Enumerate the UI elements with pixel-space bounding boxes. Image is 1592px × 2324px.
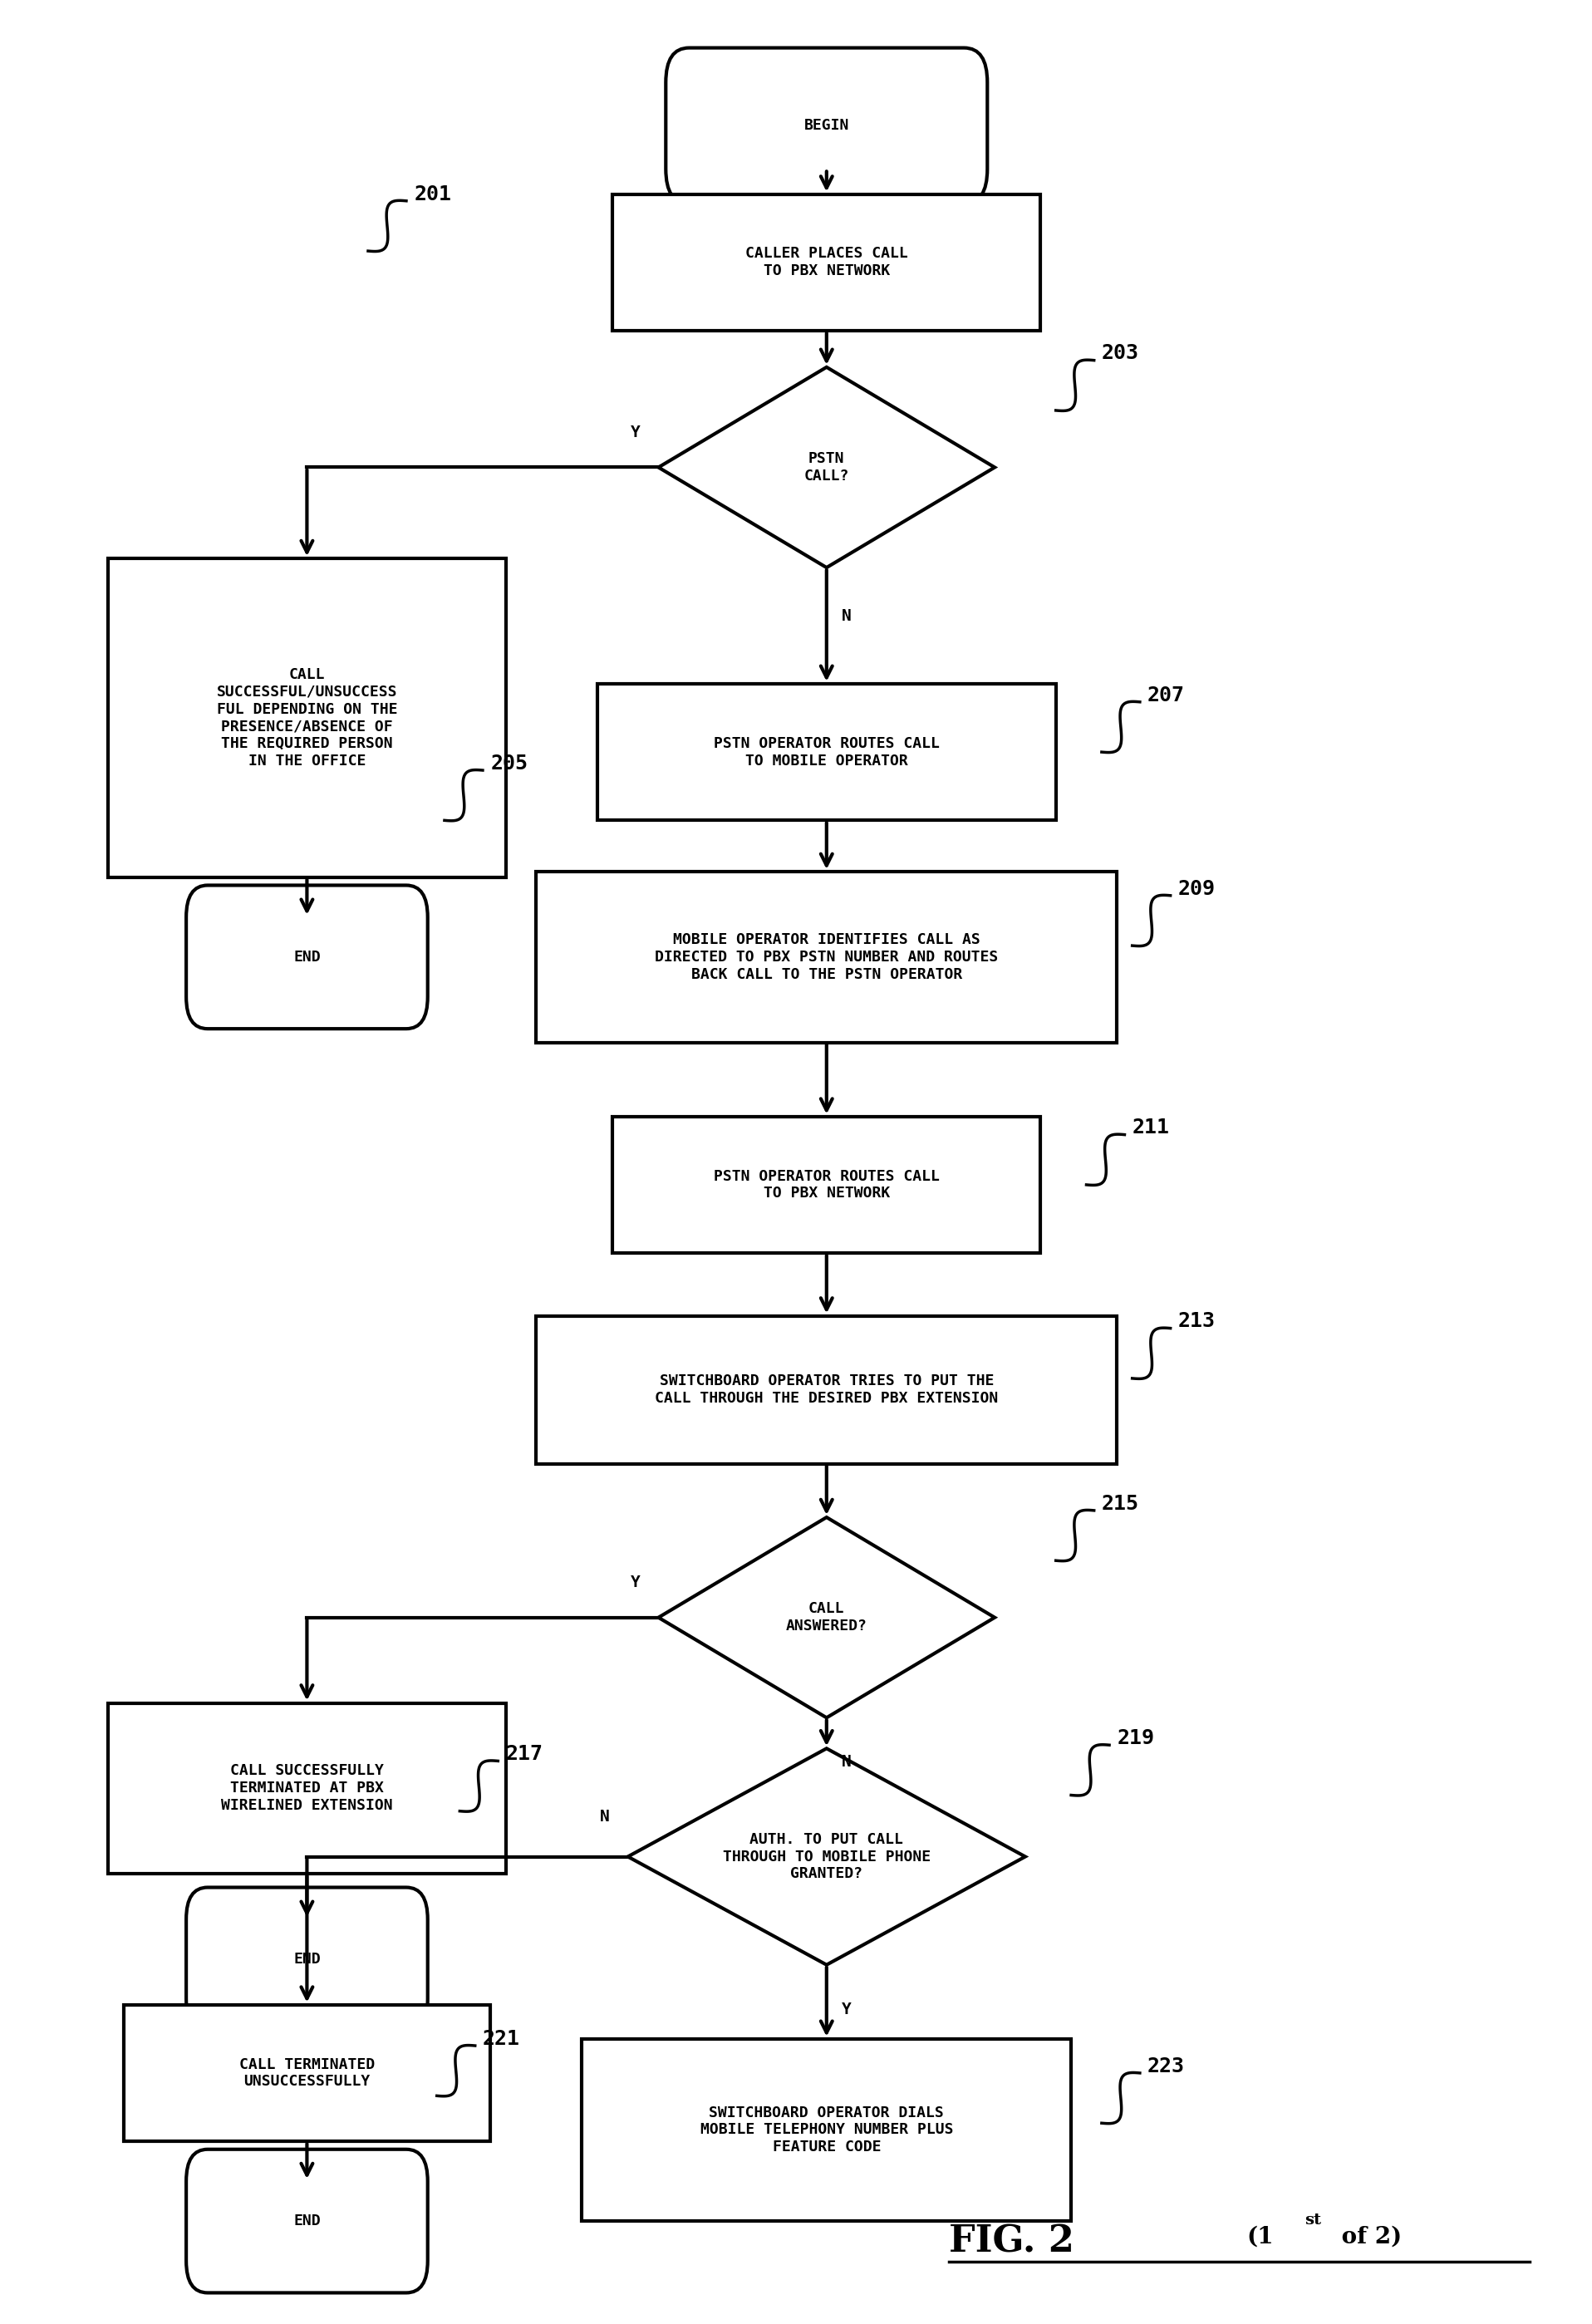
Text: 207: 207	[1148, 686, 1184, 704]
Bar	[108, 558, 506, 876]
Text: 223: 223	[1148, 2057, 1184, 2075]
Text: BEGIN: BEGIN	[804, 119, 849, 132]
Text: CALL TERMINATED
UNSUCCESSFULLY: CALL TERMINATED UNSUCCESSFULLY	[239, 2057, 374, 2089]
Text: st: st	[1305, 2212, 1321, 2229]
Text: END: END	[293, 2212, 320, 2229]
Text: 201: 201	[414, 184, 451, 205]
Text: SWITCHBOARD OPERATOR DIALS
MOBILE TELEPHONY NUMBER PLUS
FEATURE CODE: SWITCHBOARD OPERATOR DIALS MOBILE TELEPH…	[700, 2106, 954, 2154]
Bar	[537, 872, 1118, 1043]
Bar	[108, 1703, 506, 1873]
Text: 217: 217	[506, 1745, 543, 1764]
Bar	[613, 1116, 1041, 1253]
Text: AUTH. TO PUT CALL
THROUGH TO MOBILE PHONE
GRANTED?: AUTH. TO PUT CALL THROUGH TO MOBILE PHON…	[723, 1831, 930, 1882]
Polygon shape	[659, 367, 995, 567]
Text: 221: 221	[482, 2029, 521, 2050]
Text: 219: 219	[1118, 1729, 1154, 1748]
Bar	[537, 1315, 1118, 1464]
Text: PSTN OPERATOR ROUTES CALL
TO PBX NETWORK: PSTN OPERATOR ROUTES CALL TO PBX NETWORK	[713, 1169, 939, 1202]
Text: Y: Y	[630, 1573, 640, 1590]
Text: 205: 205	[490, 753, 527, 774]
Bar	[597, 683, 1055, 820]
Text: 215: 215	[1102, 1494, 1138, 1513]
Text: N: N	[842, 1755, 852, 1771]
Text: 213: 213	[1178, 1311, 1215, 1332]
Bar	[613, 193, 1041, 330]
Text: of 2): of 2)	[1334, 2226, 1403, 2247]
Text: Y: Y	[842, 2001, 852, 2017]
Text: CALLER PLACES CALL
TO PBX NETWORK: CALLER PLACES CALL TO PBX NETWORK	[745, 246, 907, 279]
Text: MOBILE OPERATOR IDENTIFIES CALL AS
DIRECTED TO PBX PSTN NUMBER AND ROUTES
BACK C: MOBILE OPERATOR IDENTIFIES CALL AS DIREC…	[654, 932, 998, 981]
Text: END: END	[293, 951, 320, 964]
Text: 209: 209	[1178, 878, 1215, 899]
FancyBboxPatch shape	[186, 2150, 428, 2294]
Text: PSTN
CALL?: PSTN CALL?	[804, 451, 849, 483]
FancyBboxPatch shape	[186, 885, 428, 1030]
Bar	[124, 2006, 490, 2140]
FancyBboxPatch shape	[186, 1887, 428, 2031]
Text: 211: 211	[1132, 1118, 1170, 1139]
Bar	[583, 2038, 1071, 2222]
Text: CALL
SUCCESSFUL/UNSUCCESS
FUL DEPENDING ON THE
PRESENCE/ABSENCE OF
THE REQUIRED : CALL SUCCESSFUL/UNSUCCESS FUL DEPENDING …	[217, 667, 398, 769]
Text: 203: 203	[1102, 344, 1138, 363]
Text: Y: Y	[630, 425, 640, 439]
Text: SWITCHBOARD OPERATOR TRIES TO PUT THE
CALL THROUGH THE DESIRED PBX EXTENSION: SWITCHBOARD OPERATOR TRIES TO PUT THE CA…	[654, 1373, 998, 1406]
Text: CALL
ANSWERED?: CALL ANSWERED?	[786, 1601, 868, 1634]
Polygon shape	[659, 1518, 995, 1717]
Polygon shape	[627, 1748, 1025, 1964]
Text: FIG. 2: FIG. 2	[949, 2224, 1075, 2259]
Text: N: N	[600, 1808, 610, 1824]
Text: CALL SUCCESSFULLY
TERMINATED AT PBX
WIRELINED EXTENSION: CALL SUCCESSFULLY TERMINATED AT PBX WIRE…	[221, 1764, 393, 1813]
Text: PSTN OPERATOR ROUTES CALL
TO MOBILE OPERATOR: PSTN OPERATOR ROUTES CALL TO MOBILE OPER…	[713, 737, 939, 769]
Text: (1: (1	[1247, 2226, 1274, 2247]
Text: END: END	[293, 1952, 320, 1966]
FancyBboxPatch shape	[665, 49, 987, 205]
Text: N: N	[842, 609, 852, 625]
